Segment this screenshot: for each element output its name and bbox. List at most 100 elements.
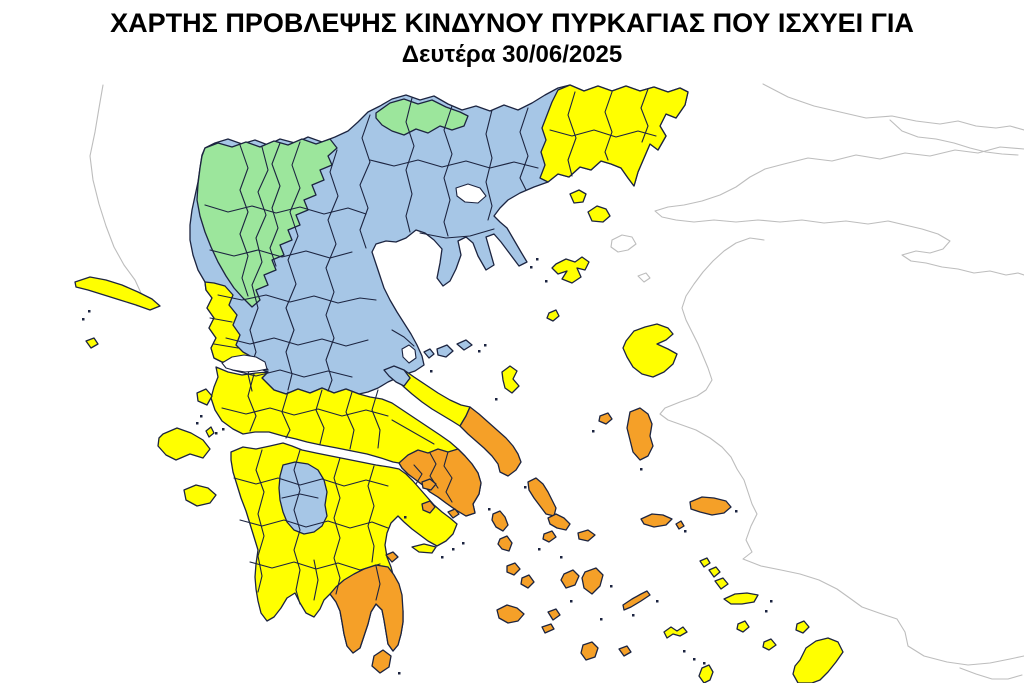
- islet-dot-30: [683, 650, 686, 653]
- serifos-island: [506, 562, 521, 576]
- border-26: [315, 389, 325, 445]
- karpathos-island: [698, 664, 714, 683]
- map-title: ΧΑΡΤΗΣ ΠΡΟΒΛΕΨΗΣ ΚΙΝΔΥΝΟΥ ΠΥΡΚΑΓΙΑΣ ΠΟΥ …: [110, 8, 914, 38]
- islet-dot-16: [538, 548, 541, 551]
- samos-island: [689, 496, 732, 516]
- limnos-island: [551, 256, 590, 284]
- border-6: [443, 105, 453, 237]
- islet-dot-13: [441, 556, 444, 559]
- islet-dot-12: [462, 542, 465, 545]
- islet-dot-25: [765, 610, 768, 613]
- border-44: [391, 329, 415, 347]
- milos-island: [496, 604, 525, 624]
- border-1: [247, 146, 269, 392]
- ikaria-island: [640, 513, 673, 528]
- tilos-island: [762, 638, 777, 651]
- islet-dot-2: [82, 318, 85, 321]
- islet-dot-34: [530, 266, 533, 269]
- turkey-gallipoli-edremit-line: [654, 146, 1024, 276]
- chios-island: [626, 407, 654, 461]
- patmos-island: [699, 557, 711, 568]
- islet-dot-19: [600, 618, 603, 621]
- poros-island: [447, 508, 460, 519]
- islet-dot-6: [222, 428, 225, 431]
- turkey-aegean-coast-line: [659, 237, 1024, 666]
- border-19: [549, 129, 657, 138]
- rhodes-island: [792, 637, 844, 683]
- islet-dot-26: [770, 600, 773, 603]
- border-15: [419, 228, 495, 239]
- euboea-north-tip-island: [383, 365, 411, 387]
- islet-dot-29: [545, 280, 548, 283]
- map-date-subtitle: Δευτέρα 30/06/2025: [401, 41, 623, 69]
- islet-dot-20: [570, 600, 573, 603]
- ios-island: [547, 608, 561, 621]
- border-8: [519, 107, 529, 191]
- turkey-marmara-north-line: [762, 83, 1024, 131]
- anafi-island: [618, 645, 632, 657]
- border-21: [269, 142, 281, 267]
- leros-island: [708, 566, 721, 578]
- turkey-marmara-south-line: [889, 119, 1019, 156]
- border-25: [281, 391, 291, 439]
- islet-dot-18: [610, 585, 613, 588]
- border-20: [239, 144, 249, 297]
- sifnos-island: [520, 574, 535, 589]
- islet-dot-22: [656, 600, 659, 603]
- astypalea-island: [663, 626, 688, 639]
- salamina-island: [421, 478, 437, 491]
- andros-island: [527, 477, 557, 517]
- border-14: [369, 159, 539, 169]
- spetses-island: [385, 551, 399, 563]
- skiathos-island: [423, 348, 435, 359]
- islet-dot-24: [735, 510, 738, 513]
- samothrace-island: [587, 205, 611, 223]
- kythnos-island: [497, 535, 513, 552]
- border-5: [405, 97, 415, 233]
- border-23: [213, 343, 239, 349]
- islet-dot-28: [640, 468, 643, 471]
- islet-dot-21: [632, 614, 635, 617]
- islet-dot-5: [215, 432, 218, 435]
- border-9: [204, 204, 367, 215]
- santorini-island: [580, 641, 599, 661]
- gokceada-island: [610, 234, 637, 253]
- folegandros-island: [541, 623, 555, 634]
- islet-dot-33: [398, 672, 401, 675]
- islet-dot-36: [430, 370, 433, 373]
- thrace-region: [539, 84, 689, 187]
- map-header: ΧΑΡΤΗΣ ΠΡΟΒΛΕΨΗΣ ΚΙΝΔΥΝΟΥ ΠΥΡΚΑΓΙΑΣ ΠΟΥ …: [0, 8, 1024, 69]
- ithaca-island: [205, 426, 215, 438]
- islet-dot-4: [196, 422, 199, 425]
- islet-dot-8: [484, 344, 487, 347]
- islet-dot-27: [592, 430, 595, 433]
- hydra-island: [411, 543, 437, 554]
- euboea-south-island: [459, 406, 522, 477]
- paros-island: [560, 569, 580, 589]
- islet-dot-3: [200, 415, 203, 418]
- mykonos-island: [577, 529, 596, 542]
- border-27: [345, 391, 355, 450]
- border-33: [413, 464, 423, 485]
- border-24: [247, 373, 257, 432]
- macedonia-lakes: [455, 183, 487, 204]
- agios-efstratios-island: [546, 309, 560, 322]
- kalymnos-island: [714, 577, 729, 590]
- islet-dot-7: [478, 350, 481, 353]
- islet-dot-35: [536, 258, 539, 261]
- thasos-island: [569, 189, 587, 204]
- islet-dot-31: [693, 658, 696, 661]
- kythira-island: [371, 649, 392, 674]
- macedonia-border-green-region: [375, 98, 469, 136]
- border-37: [367, 465, 375, 563]
- zakynthos-island: [183, 484, 217, 507]
- border-30: [391, 419, 435, 445]
- border-17: [604, 91, 613, 161]
- border-3: [325, 149, 339, 392]
- albania-coast-line: [89, 84, 142, 307]
- psara-island: [598, 412, 613, 425]
- border-41: [281, 493, 319, 499]
- islet-dot-10: [524, 486, 527, 489]
- border-22: [209, 317, 233, 323]
